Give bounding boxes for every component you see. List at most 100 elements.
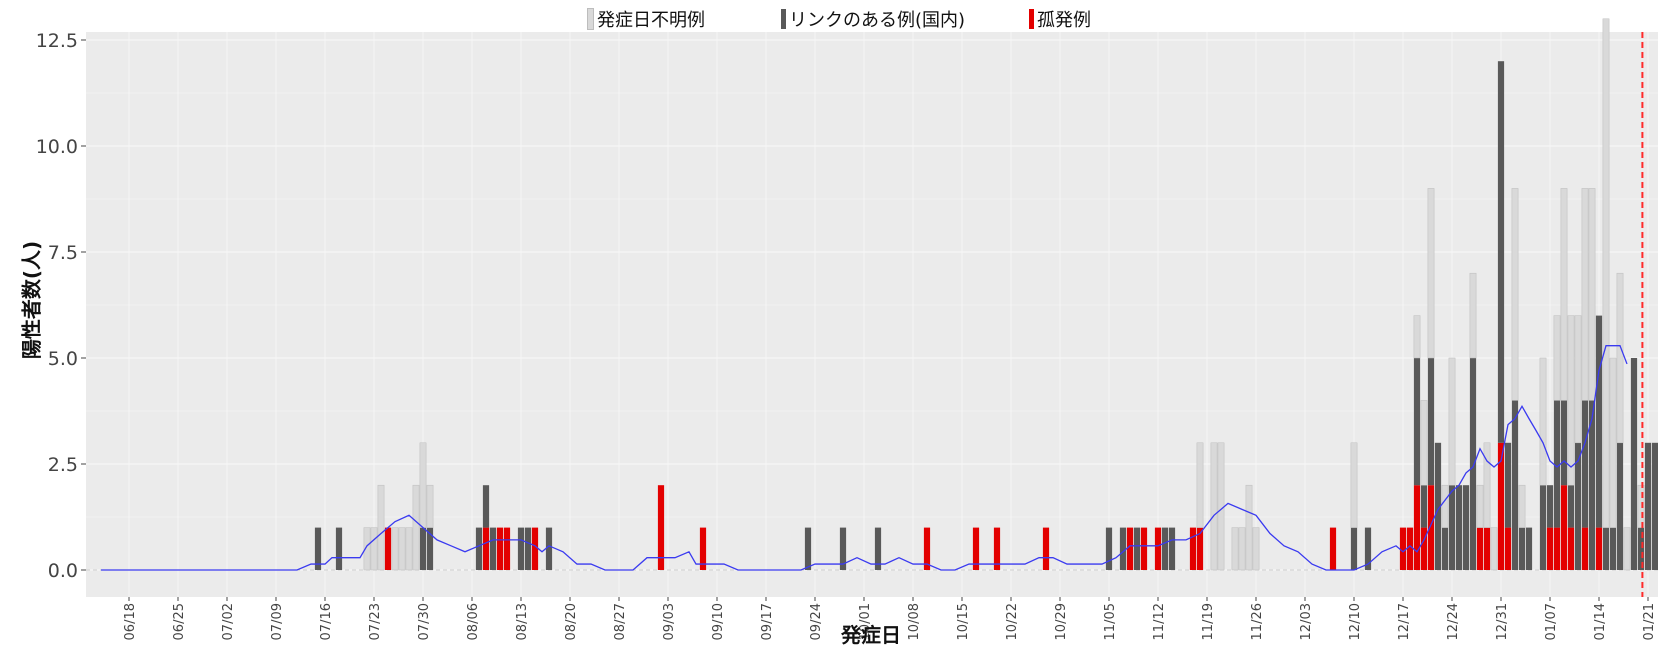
bar-linked [1133,527,1141,570]
bar-unknown [1574,315,1582,444]
reference-lines [1641,32,1644,597]
chart-legend: 発症日不明例 リンクのある例(国内) 孤発例 [0,6,1658,32]
bar-unknown [405,527,413,571]
bar-unknown [1490,527,1498,571]
bar-unknown [1483,442,1491,528]
bar-linked [1581,400,1589,528]
bar-linked [1168,527,1176,570]
x-tick-label: 10/29 [1054,603,1069,640]
bar-linked [1350,527,1358,570]
bar-isolated [1196,527,1204,570]
moving-average-path [101,345,1628,571]
bar-unknown [1210,442,1218,571]
bar-isolated [1553,527,1561,570]
bar-linked [314,527,322,570]
bar-linked [1588,400,1596,570]
bar-isolated [496,527,504,570]
plot-panel [86,32,1658,597]
y-tick-label: 2.5 [48,454,78,476]
bar-isolated [1427,485,1435,570]
bar-unknown [1441,484,1449,528]
bar-linked [1553,400,1561,528]
bar-isolated [993,527,1001,570]
x-tick-label: 11/19 [1201,603,1216,640]
bar-linked [1161,527,1169,570]
bar-isolated [1483,527,1491,570]
x-tick-label: 06/25 [172,603,187,640]
bar-unknown [419,442,427,528]
bar-unknown [1539,357,1547,486]
bar-unknown [398,527,406,571]
x-tick-label: 10/22 [1005,603,1020,640]
bar-isolated [1476,527,1484,570]
y-tick-label: 10.0 [36,136,78,158]
x-tick-label: 01/14 [1593,603,1608,640]
bar-isolated [1420,527,1428,570]
bar-linked [1420,485,1428,528]
bar-linked [1434,442,1442,570]
bar-linked [1511,400,1519,570]
bar-unknown [1469,272,1477,359]
bar-isolated [1406,527,1414,570]
bar-unknown [1238,527,1246,571]
bar-linked [1427,358,1435,486]
y-axis-title: 陽性者数(人) [20,241,44,359]
bar-isolated [657,485,665,570]
bar-linked [1630,358,1638,570]
bar-linked [804,527,812,570]
legend-swatch-linked [781,9,786,29]
bar-unknown [412,484,420,571]
y-axis: 0.0 2.5 5.0 7.5 10.0 12.5 [36,30,86,582]
bar-unknown [1553,315,1561,401]
bar-unknown [1217,442,1225,571]
x-tick-label: 09/03 [662,603,677,640]
bar-linked [1609,527,1617,570]
bar-linked [489,527,497,570]
bars [314,18,1658,571]
bar-linked [1413,358,1421,486]
bar-linked [1441,527,1449,570]
bar-linked [874,527,882,570]
y-tick-label: 7.5 [48,242,78,264]
x-tick-label: 06/18 [123,603,138,640]
bar-isolated [1154,527,1162,570]
bar-linked [545,527,553,570]
x-tick-label: 08/20 [564,603,579,640]
bar-unknown [363,527,371,571]
x-tick-label: 12/10 [1348,603,1363,640]
legend-label-isolated: 孤発例 [1037,10,1091,31]
moving-average-line [101,345,1628,571]
bar-unknown [1476,484,1484,528]
x-axis-title: 発症日 [840,623,901,647]
x-tick-label: 07/23 [368,603,383,640]
bar-linked [1462,485,1470,570]
x-tick-label: 09/17 [760,603,775,640]
bar-unknown [1623,527,1631,571]
bar-unknown [1616,272,1624,444]
x-tick-label: 11/05 [1103,603,1118,640]
bar-linked [517,527,525,570]
bar-isolated [972,527,980,570]
bar-linked [1497,61,1505,443]
bar-linked [1105,527,1113,570]
x-tick-label: 09/10 [711,603,726,640]
x-tick-label: 07/02 [221,603,236,640]
bar-isolated [1189,527,1197,570]
bar-isolated [1413,485,1421,570]
bar-linked [1574,442,1582,570]
bar-linked [1504,442,1512,528]
bar-linked [839,527,847,570]
bar-linked [1119,527,1127,570]
bar-isolated [1399,527,1407,570]
bar-unknown [1231,527,1239,571]
bar-linked [1602,527,1610,570]
legend-swatch-unknown [587,8,594,30]
x-tick-label: 10/08 [907,603,922,640]
bar-linked [1448,485,1456,570]
x-axis: 06/18 06/25 07/02 07/09 07/16 07/23 07/30 08/06… [123,597,1657,640]
bar-linked [335,527,343,570]
bar-isolated [1595,527,1603,570]
bar-linked [1525,527,1533,570]
bar-isolated [923,527,931,570]
